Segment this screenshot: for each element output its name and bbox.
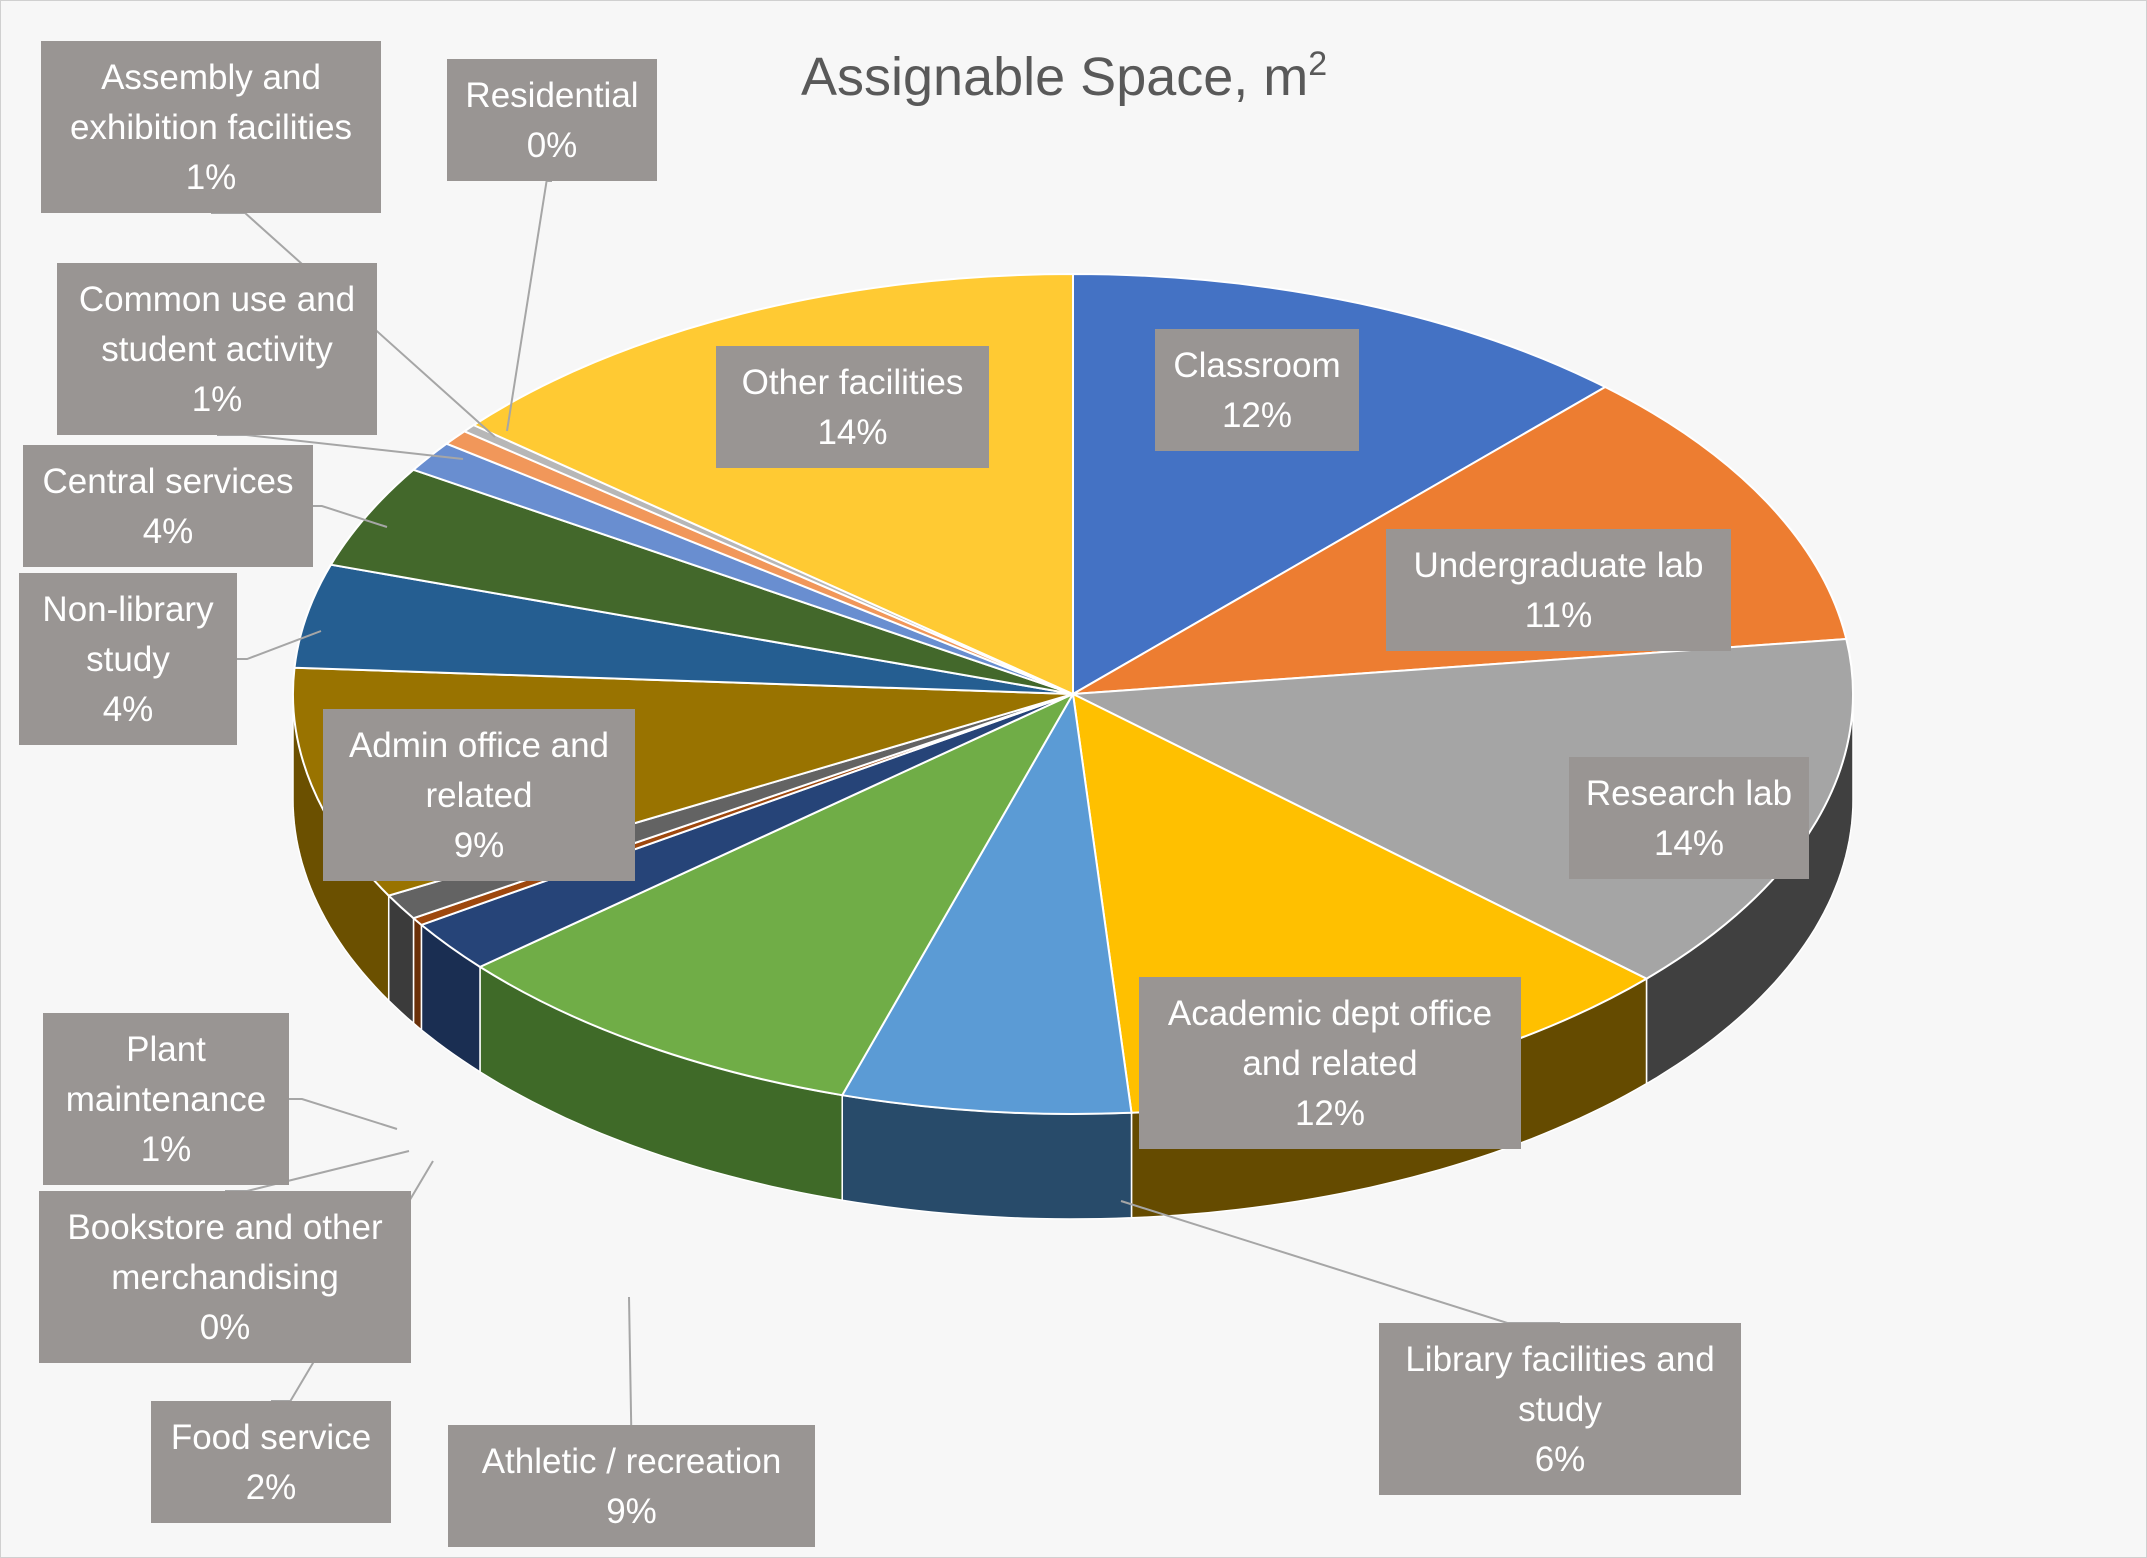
slice-library-facilities-and-study bbox=[840, 690, 1133, 1115]
label-text-classroom-0: Classroom bbox=[1173, 346, 1340, 385]
label-text-other-facilities-1: 14% bbox=[817, 413, 887, 452]
label-text-research-lab-0: Research lab bbox=[1586, 774, 1792, 813]
label-text-academic-dept-office-and-related-2: 12% bbox=[1295, 1094, 1365, 1133]
label-box-food-service bbox=[151, 1401, 391, 1523]
label-box-classroom bbox=[1155, 329, 1359, 451]
label-text-undergraduate-lab-0: Undergraduate lab bbox=[1414, 546, 1704, 585]
label-text-classroom-1: 12% bbox=[1222, 396, 1292, 435]
data-labels: Classroom 12% Undergraduate lab 11% Research… bbox=[19, 41, 1809, 1547]
data-label-residential: Residential 0% bbox=[447, 59, 657, 181]
slice-central-services bbox=[329, 468, 1074, 695]
label-text-athletic-recreation-0: Athletic / recreation bbox=[482, 1442, 782, 1481]
label-text-research-lab-1: 14% bbox=[1654, 824, 1724, 863]
data-label-athletic-recreation: Athletic / recreation 9% bbox=[448, 1425, 815, 1547]
label-text-central-services-1: 4% bbox=[143, 512, 194, 551]
label-box-bookstore-and-other-merchandising bbox=[39, 1191, 411, 1363]
chart-title: Assignable Space, m2 bbox=[801, 45, 1327, 107]
label-box-residential bbox=[447, 59, 657, 181]
label-text-bookstore-and-other-merchandising-2: 0% bbox=[200, 1308, 251, 1347]
label-text-library-facilities-and-study-1: study bbox=[1518, 1390, 1602, 1429]
label-box-library-facilities-and-study bbox=[1379, 1323, 1741, 1495]
label-text-admin-office-and-related-2: 9% bbox=[454, 826, 505, 865]
label-text-bookstore-and-other-merchandising-0: Bookstore and other bbox=[67, 1208, 383, 1247]
side-bookstore-and-other-merchandising bbox=[412, 916, 423, 1032]
data-label-admin-office-and-related: Admin office and related 9% bbox=[323, 709, 635, 881]
label-box-admin-office-and-related bbox=[323, 709, 635, 881]
data-label-undergraduate-lab: Undergraduate lab 11% bbox=[1386, 529, 1731, 651]
data-label-research-lab: Research lab 14% bbox=[1569, 757, 1809, 879]
label-box-research-lab bbox=[1569, 757, 1809, 879]
label-text-academic-dept-office-and-related-0: Academic dept office bbox=[1168, 994, 1492, 1033]
label-text-plant-maintenance-0: Plant bbox=[126, 1030, 206, 1069]
label-text-assembly-and-exhibition-facilities-1: exhibition facilities bbox=[70, 108, 352, 147]
label-box-central-services bbox=[23, 445, 313, 567]
leader-non-library-study bbox=[237, 630, 322, 660]
data-label-assembly-and-exhibition-facilities: Assembly and exhibition facilities 1% bbox=[41, 41, 381, 213]
data-label-food-service: Food service 2% bbox=[151, 1401, 391, 1523]
leader-library-facilities-and-study bbox=[1120, 1200, 1560, 1324]
data-label-other-facilities: Other facilities 14% bbox=[716, 346, 989, 468]
data-label-library-facilities-and-study: Library facilities and study 6% bbox=[1379, 1323, 1741, 1495]
label-text-admin-office-and-related-1: related bbox=[425, 776, 532, 815]
data-label-central-services: Central services 4% bbox=[23, 445, 313, 567]
label-text-non-library-study-1: study bbox=[86, 640, 170, 679]
label-text-food-service-1: 2% bbox=[246, 1468, 297, 1507]
label-text-library-facilities-and-study-0: Library facilities and bbox=[1405, 1340, 1714, 1379]
label-text-non-library-study-2: 4% bbox=[103, 690, 154, 729]
label-text-admin-office-and-related-0: Admin office and bbox=[349, 726, 609, 765]
leader-plant-maintenance bbox=[289, 1098, 398, 1130]
label-box-assembly-and-exhibition-facilities bbox=[41, 41, 381, 213]
label-box-academic-dept-office-and-related bbox=[1139, 977, 1521, 1149]
label-text-athletic-recreation-1: 9% bbox=[606, 1492, 657, 1531]
slice-research-lab bbox=[1069, 637, 1854, 980]
label-box-plant-maintenance bbox=[43, 1013, 289, 1185]
label-text-bookstore-and-other-merchandising-1: merchandising bbox=[111, 1258, 339, 1297]
label-text-residential-0: Residential bbox=[465, 76, 638, 115]
label-box-undergraduate-lab bbox=[1386, 529, 1731, 651]
label-text-common-use-and-student-activity-2: 1% bbox=[192, 380, 243, 419]
label-text-undergraduate-lab-1: 11% bbox=[1525, 596, 1592, 635]
label-text-common-use-and-student-activity-1: student activity bbox=[101, 330, 333, 369]
label-text-central-services-0: Central services bbox=[43, 462, 294, 501]
label-text-library-facilities-and-study-2: 6% bbox=[1535, 1440, 1586, 1479]
slice-athletic-recreation bbox=[477, 691, 1076, 1097]
label-text-residential-1: 0% bbox=[527, 126, 578, 165]
slice-non-library-study bbox=[293, 563, 1074, 695]
pie-side-walls bbox=[292, 693, 1854, 1220]
data-label-plant-maintenance: Plant maintenance 1% bbox=[43, 1013, 289, 1185]
label-text-academic-dept-office-and-related-1: and related bbox=[1242, 1044, 1417, 1083]
label-box-athletic-recreation bbox=[448, 1425, 815, 1547]
data-label-non-library-study: Non-library study 4% bbox=[19, 573, 237, 745]
leader-central-services bbox=[313, 505, 388, 528]
label-text-common-use-and-student-activity-0: Common use and bbox=[79, 280, 355, 319]
label-text-other-facilities-0: Other facilities bbox=[742, 363, 964, 402]
label-text-assembly-and-exhibition-facilities-2: 1% bbox=[186, 158, 237, 197]
label-text-plant-maintenance-2: 1% bbox=[141, 1130, 192, 1169]
data-label-classroom: Classroom 12% bbox=[1155, 329, 1359, 451]
label-box-non-library-study bbox=[19, 573, 237, 745]
data-label-common-use-and-student-activity: Common use and student activity 1% bbox=[57, 263, 377, 435]
label-text-food-service-0: Food service bbox=[171, 1418, 371, 1457]
label-box-other-facilities bbox=[716, 346, 989, 468]
leader-athletic-recreation bbox=[628, 1296, 633, 1426]
data-label-academic-dept-office-and-related: Academic dept office and related 12% bbox=[1139, 977, 1521, 1149]
label-text-assembly-and-exhibition-facilities-0: Assembly and bbox=[101, 58, 321, 97]
label-box-common-use-and-student-activity bbox=[57, 263, 377, 435]
label-text-plant-maintenance-1: maintenance bbox=[66, 1080, 266, 1119]
pie-top-slices bbox=[291, 272, 1854, 1115]
data-label-bookstore-and-other-merchandising: Bookstore and other merchandising 0% bbox=[39, 1191, 411, 1363]
label-text-non-library-study-0: Non-library bbox=[42, 590, 214, 629]
